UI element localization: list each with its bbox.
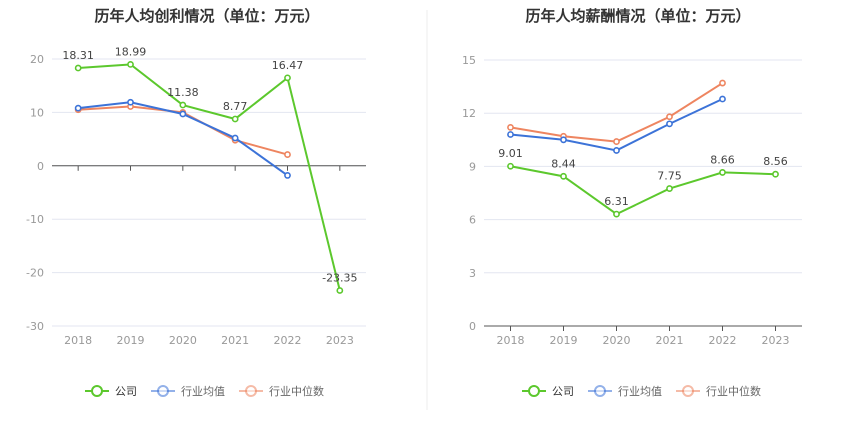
- x-tick-label: 2021: [656, 334, 684, 347]
- data-point-industry_median: [719, 79, 726, 87]
- data-label: 8.77: [223, 100, 248, 113]
- data-point-industry_avg: [719, 95, 726, 103]
- y-tick-label: -30: [26, 320, 44, 333]
- data-point-industry_avg: [666, 120, 673, 128]
- y-tick-label: 12: [462, 107, 476, 120]
- data-label: 7.75: [657, 170, 682, 183]
- series-line-company: [78, 63, 341, 291]
- data-point-company: [284, 74, 291, 82]
- y-tick-label: -10: [26, 213, 44, 226]
- chart-legend: 公司 行业均值 行业中位数: [85, 384, 324, 398]
- x-tick-label: 2023: [762, 334, 790, 347]
- data-label: 11.38: [167, 86, 199, 99]
- x-tick-label: 2023: [326, 334, 354, 347]
- chart-legend: 公司 行业均值 行业中位数: [522, 384, 761, 398]
- legend-label: 行业均值: [618, 385, 662, 398]
- data-label: 8.44: [551, 157, 576, 170]
- y-tick-label: 15: [462, 54, 476, 67]
- data-point-industry_avg: [284, 172, 291, 179]
- x-tick-label: 2022: [709, 334, 737, 347]
- data-point-company: [127, 60, 134, 68]
- y-tick-label: 9: [469, 160, 476, 173]
- data-label: 16.47: [272, 59, 304, 72]
- y-tick-label: 0: [37, 160, 44, 173]
- x-tick-label: 2018: [64, 334, 92, 347]
- data-label: 9.01: [498, 147, 523, 160]
- salary-per-capita-chart: 历年人均薪酬情况（单位：万元） 15 12 9 6 3 0 2018 2019 2020 2021…: [462, 7, 802, 398]
- series-line-industry_median: [510, 82, 724, 143]
- data-point-industry_avg: [231, 134, 239, 142]
- data-point-industry_avg: [74, 104, 82, 112]
- legend-item-industry_avg[interactable]: 行业均值: [588, 385, 662, 398]
- data-label: 18.31: [62, 49, 94, 62]
- data-point-company: [507, 162, 514, 170]
- data-point-company: [666, 185, 673, 192]
- data-point-company: [74, 64, 82, 72]
- data-point-industry_median: [284, 151, 291, 158]
- chart-title: 历年人均创利情况（单位：万元）: [94, 7, 319, 25]
- x-tick-label: 2019: [550, 334, 578, 347]
- y-tick-label: 6: [469, 214, 476, 227]
- data-point-company: [179, 101, 187, 109]
- data-point-industry_avg: [560, 136, 567, 144]
- data-point-company: [336, 287, 344, 294]
- data-point-company: [772, 170, 779, 178]
- legend-label: 行业均值: [181, 385, 225, 398]
- legend-marker: [157, 385, 169, 397]
- legend-marker: [91, 385, 103, 397]
- data-label: -23.35: [322, 271, 357, 284]
- legend-item-company[interactable]: 公司: [85, 385, 137, 398]
- chart-title: 历年人均薪酬情况（单位：万元）: [525, 7, 750, 25]
- data-point-industry_avg: [613, 147, 620, 154]
- legend-item-industry_median[interactable]: 行业中位数: [676, 384, 761, 398]
- data-point-industry_avg: [127, 98, 134, 106]
- data-point-company: [231, 115, 239, 123]
- data-point-company: [719, 169, 726, 176]
- x-tick-label: 2022: [274, 334, 302, 347]
- legend-label: 公司: [552, 385, 574, 398]
- y-tick-label: 10: [30, 106, 44, 119]
- data-label: 6.31: [604, 195, 629, 208]
- data-point-company: [613, 210, 620, 218]
- profit-per-capita-chart: 历年人均创利情况（单位：万元） 20 10 0 -10 -20 -30 2018 2019 20…: [26, 7, 366, 398]
- y-tick-label: 20: [30, 53, 44, 66]
- legend-item-industry_avg[interactable]: 行业均值: [151, 385, 225, 398]
- legend-item-company[interactable]: 公司: [522, 385, 574, 398]
- legend-label: 行业中位数: [706, 384, 761, 398]
- y-tick-label: 0: [469, 320, 476, 333]
- data-label: 18.99: [115, 45, 147, 58]
- data-point-industry_avg: [179, 110, 187, 118]
- y-tick-label: 3: [469, 267, 476, 280]
- y-tick-label: -20: [26, 267, 44, 280]
- data-point-company: [560, 172, 567, 180]
- legend-label: 公司: [115, 385, 137, 398]
- x-tick-label: 2020: [603, 334, 631, 347]
- data-label: 8.56: [763, 155, 788, 168]
- data-point-industry_median: [507, 123, 514, 131]
- data-point-industry_avg: [507, 131, 514, 138]
- legend-marker: [682, 385, 694, 397]
- data-point-industry_median: [613, 138, 620, 145]
- data-label: 8.66: [710, 153, 735, 166]
- x-tick-label: 2020: [169, 334, 197, 347]
- x-tick-label: 2019: [117, 334, 145, 347]
- data-point-industry_median: [666, 113, 673, 121]
- x-tick-label: 2018: [497, 334, 525, 347]
- legend-marker: [245, 385, 257, 397]
- legend-marker: [594, 385, 606, 397]
- legend-marker: [528, 385, 540, 397]
- legend-label: 行业中位数: [269, 384, 324, 398]
- series-line-company: [510, 165, 776, 216]
- legend-item-industry_median[interactable]: 行业中位数: [239, 384, 324, 398]
- x-tick-label: 2021: [221, 334, 249, 347]
